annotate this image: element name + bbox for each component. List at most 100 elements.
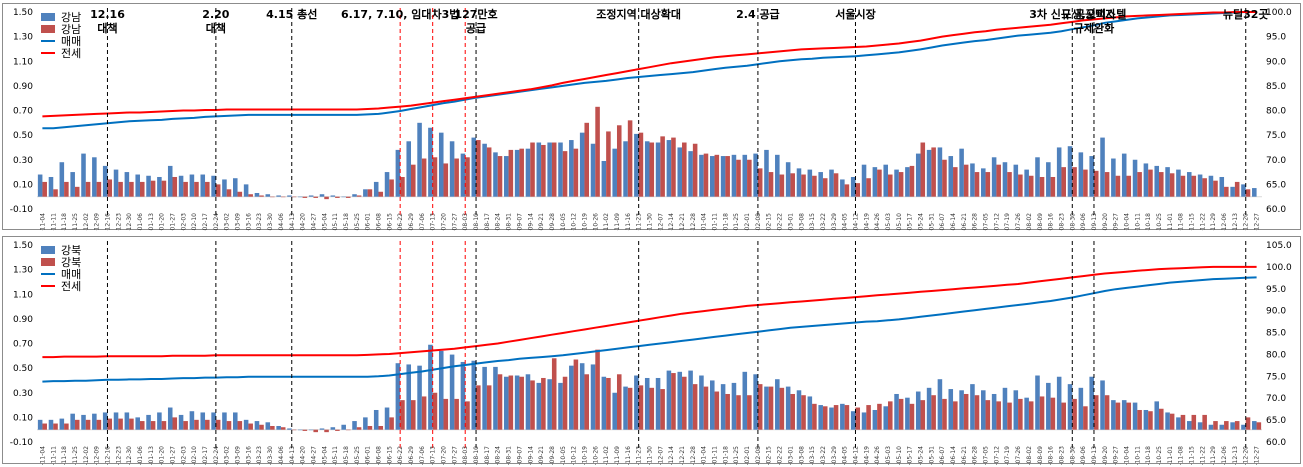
- sale-change-bar: [438, 132, 444, 197]
- x-tick-label: 21-08-16: [1048, 446, 1055, 465]
- x-tick-label: 21-11-15: [1189, 446, 1196, 465]
- jeonse-change-bar: [584, 374, 590, 430]
- jeonse-change-bar: [259, 195, 264, 197]
- jeonse-change-bar: [703, 153, 709, 197]
- y-left-tick-label: 0.10: [13, 180, 33, 190]
- jeonse-change-bar: [747, 395, 752, 430]
- y-left-tick-label: 0.70: [13, 107, 33, 117]
- sale-change-bar: [1121, 153, 1127, 197]
- x-tick-label: 19-12-23: [115, 446, 122, 465]
- jeonse-change-bar: [64, 423, 69, 430]
- sale-change-bar: [417, 122, 422, 197]
- sale-change-bar: [92, 413, 97, 430]
- jeonse-change-bar: [270, 425, 275, 430]
- x-tick-label: 20-03-02: [224, 446, 231, 465]
- legend-swatch: [41, 258, 55, 266]
- event-annotation: 도생,오피스텔 규제완화: [1062, 7, 1127, 35]
- sale-change-bar: [742, 154, 748, 197]
- sale-change-bar: [70, 172, 75, 197]
- jeonse-change-bar: [1202, 414, 1207, 430]
- jeonse-change-bar: [1039, 176, 1045, 197]
- y-right-tick-label: 70.0: [1266, 156, 1286, 166]
- y-left-tick-label: 0.90: [13, 82, 33, 92]
- x-tick-label: 21-10-11: [1134, 213, 1141, 231]
- x-tick-label: 19-11-25: [72, 446, 79, 465]
- jeonse-change-bar: [129, 181, 134, 197]
- sale-change-bar: [37, 419, 43, 430]
- sale-change-bar: [850, 176, 856, 197]
- sale-change-bar: [460, 153, 466, 197]
- jeonse-change-bar: [519, 148, 524, 197]
- jeonse-change-bar: [378, 425, 384, 430]
- jeonse-change-bar: [953, 167, 958, 197]
- x-tick-label: 21-07-26: [1015, 213, 1022, 231]
- x-tick-label: 21-01-11: [712, 213, 719, 231]
- jeonse-change-bar: [812, 403, 817, 430]
- x-tick-label: 21-10-04: [1123, 446, 1130, 465]
- y-right-tick-label: 100.0: [1266, 8, 1292, 18]
- x-tick-label: 20-08-03: [462, 446, 469, 465]
- jeonse-change-bar: [1050, 176, 1056, 197]
- sale-change-bar: [1241, 184, 1246, 197]
- x-tick-label: 21-04-19: [863, 213, 870, 231]
- sale-change-bar: [1111, 158, 1116, 197]
- x-tick-label: 20-05-25: [354, 213, 361, 231]
- y-right-tick-label: 85.0: [1266, 329, 1286, 339]
- jeonse-change-bar: [356, 427, 362, 430]
- x-tick-label: 19-12-02: [83, 213, 90, 231]
- jeonse-change-bar: [378, 191, 384, 197]
- x-tick-label: 20-05-04: [321, 446, 328, 465]
- x-tick-label: 20-10-12: [571, 446, 578, 465]
- sale-change-bar: [37, 174, 43, 197]
- y-left-tick-label: 0.50: [13, 131, 33, 141]
- sale-change-bar: [785, 386, 791, 430]
- y-left-tick-label: 1.50: [13, 241, 33, 251]
- event-annotation: 127만호 공급: [454, 7, 497, 35]
- jeonse-change-bar: [1104, 172, 1110, 197]
- x-tick-label: 20-07-13: [430, 446, 437, 465]
- jeonse-change-bar: [627, 120, 633, 197]
- y-right-tick-label: 80.0: [1266, 350, 1286, 360]
- x-tick-label: 21-03-15: [809, 213, 816, 231]
- sale-change-bar: [688, 151, 693, 197]
- x-tick-label: 20-09-21: [538, 213, 545, 231]
- sale-change-bar: [200, 412, 206, 430]
- jeonse-change-bar: [421, 396, 427, 430]
- x-tick-label: 21-06-28: [972, 213, 979, 231]
- sale-change-bar: [102, 165, 108, 197]
- jeonse-change-bar: [226, 421, 232, 430]
- x-tick-label: 19-12-23: [115, 213, 122, 231]
- jeonse-change-bar: [1224, 421, 1229, 430]
- x-tick-label: 21-08-23: [1058, 213, 1065, 231]
- x-tick-label: 20-11-02: [603, 213, 610, 231]
- x-tick-label: 20-11-09: [614, 446, 621, 465]
- sale-change-bar: [287, 428, 292, 430]
- jeonse-change-bar: [551, 358, 557, 430]
- jeonse-change-bar: [1083, 406, 1088, 430]
- jeonse-change-bar: [1104, 395, 1110, 430]
- jeonse-change-bar: [237, 191, 243, 197]
- sale-change-bar: [113, 412, 119, 430]
- sale-change-bar: [1143, 409, 1149, 430]
- x-tick-label: 19-11-04: [39, 446, 46, 465]
- sale-change-bar: [796, 168, 802, 197]
- x-tick-label: 20-05-04: [321, 213, 328, 231]
- sale-change-bar: [558, 142, 563, 197]
- x-tick-label: 20-10-05: [560, 213, 567, 231]
- jeonse-change-bar: [1234, 181, 1240, 197]
- sale-change-bar: [471, 360, 477, 430]
- x-tick-label: 20-07-27: [451, 213, 458, 231]
- sale-change-bar: [1078, 152, 1084, 197]
- jeonse-change-bar: [280, 196, 286, 198]
- sale-change-bar: [720, 156, 726, 197]
- sale-change-bar: [135, 174, 140, 197]
- x-tick-label: 21-12-13: [1232, 213, 1239, 231]
- jeonse-change-bar: [74, 419, 80, 430]
- sale-change-bar: [298, 429, 303, 431]
- jeonse-change-bar: [660, 389, 665, 430]
- y-left-tick-label: 1.50: [13, 8, 33, 18]
- jeonse-change-bar: [389, 179, 394, 197]
- jeonse-change-bar: [1061, 402, 1066, 430]
- x-tick-label: 21-08-23: [1058, 446, 1065, 465]
